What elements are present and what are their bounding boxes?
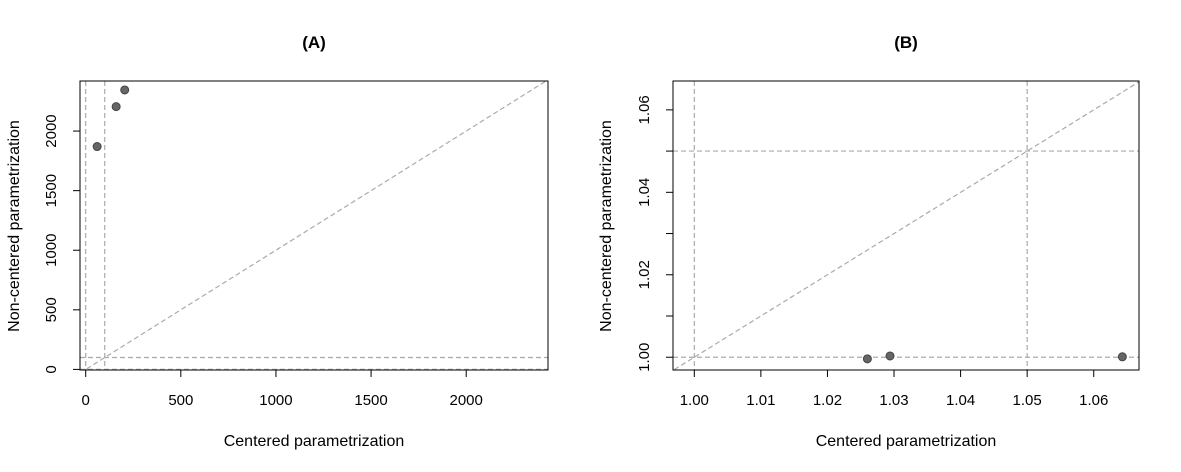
x-axis-label: Centered parametrization [224,433,405,450]
data-point [885,351,895,361]
y-axis-label: Non-centered parametrization [598,120,615,332]
y-tick-label: 1.00 [636,343,653,372]
data-point [92,142,102,152]
data-point [120,85,130,95]
x-tick-label: 1.05 [1013,392,1042,409]
x-tick-label: 500 [168,392,193,409]
data-point [111,102,121,112]
data-point [1117,352,1127,362]
chart-title: (B) [894,33,918,52]
x-tick-label: 0 [82,392,90,409]
identity-line [83,81,548,370]
x-tick-label: 1.02 [813,392,842,409]
y-tick-label: 1000 [43,234,60,267]
plot-frame [79,80,549,371]
x-tick-label: 1000 [259,392,292,409]
x-tick-label: 1500 [354,392,387,409]
panel-a: 0 500 1000 1500 2000 0 500 1000 1500 2000 (A) Cente… [6,33,549,450]
x-tick-label: 1.03 [879,392,908,409]
reference-lines [80,81,548,370]
plot-frame [672,80,1140,371]
y-tick-label: 1.02 [636,260,653,289]
x-tick-label: 1.04 [946,392,975,409]
y-tick-label: 2000 [43,114,60,147]
y-tick-label: 500 [43,297,60,322]
y-tick-label: 0 [43,365,60,373]
data-point [862,354,872,364]
x-tick-label: 1.01 [746,392,775,409]
x-tick-label: 2000 [450,392,483,409]
x-tick-label: 1.06 [1079,392,1108,409]
x-tick-label: 1.00 [680,392,709,409]
x-axis-label: Centered parametrization [816,433,997,450]
y-tick-label: 1500 [43,174,60,207]
y-axis-label: Non-centered parametrization [6,120,23,332]
y-tick-label: 1.06 [636,95,653,124]
chart-title: (A) [302,33,326,52]
y-tick-label: 1.04 [636,178,653,207]
